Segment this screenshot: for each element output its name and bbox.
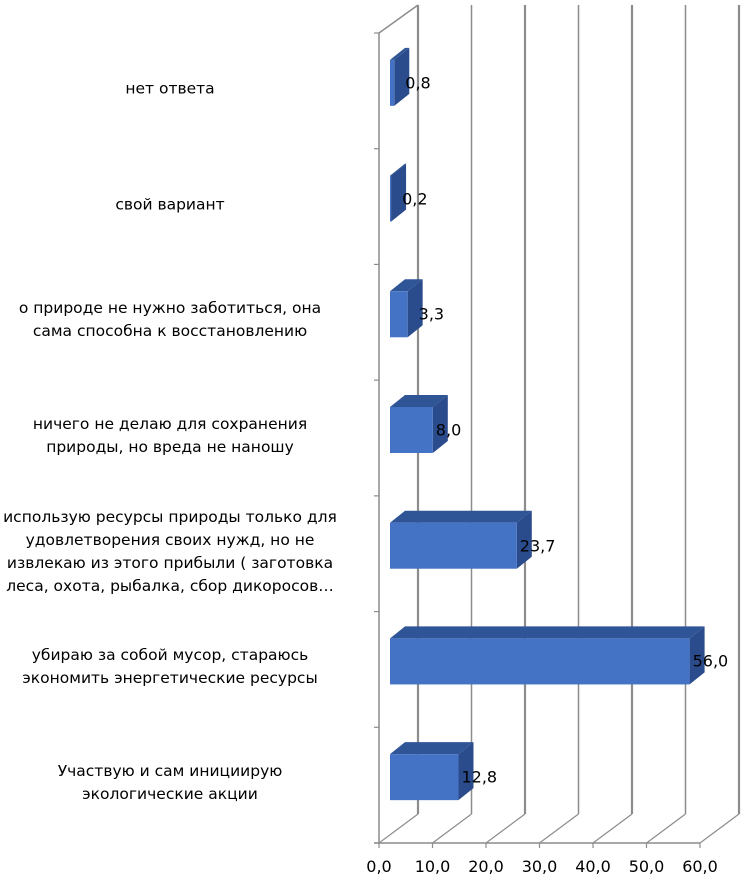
bar-top-face	[390, 279, 423, 292]
bar-0	[390, 59, 395, 106]
floor-line-40	[592, 813, 633, 844]
category-label-line: экономить энергетические ресурсы	[22, 669, 318, 688]
floor-line-30	[539, 813, 579, 844]
side-wall-top-edge	[378, 4, 419, 34]
category-label: убираю за собой мусор, стараюсь экономить…	[0, 644, 360, 690]
bar-top-face	[390, 47, 410, 60]
bar-top-face	[390, 163, 407, 176]
bar-5	[390, 638, 690, 685]
bar-top-face	[390, 510, 532, 523]
x-tick-label: 50,0	[628, 857, 665, 876]
bar-1	[390, 175, 392, 222]
category-label-line: сама способна к восстановлению	[32, 322, 308, 341]
bar-side-face	[391, 163, 407, 222]
x-tick-label: 60,0	[682, 857, 718, 876]
data-label: 56,0	[692, 651, 729, 671]
category-label-line: удовлетворения своих нужд, но не	[25, 530, 315, 549]
bar-3	[390, 407, 433, 453]
floor-line-50	[646, 813, 686, 844]
x-tick-label: 20,0	[468, 857, 504, 876]
category-label: использую ресурсы природы только для удов…	[0, 506, 360, 598]
bar-2	[390, 291, 408, 338]
bar-side-face	[407, 279, 423, 338]
category-label-line: убираю за собой мусор, стараюсь	[31, 646, 309, 665]
data-label: 3,3	[418, 304, 445, 324]
x-tick-label: 10,0	[414, 857, 451, 876]
bar-side-face	[689, 626, 705, 685]
x-tick-label: 0,0	[366, 857, 392, 876]
bar-6	[390, 754, 459, 801]
bar-4	[390, 522, 517, 569]
category-label-line: Участвую и сам инициирую	[57, 762, 283, 781]
category-label: Участвую и сам инициирую экологические ак…	[0, 760, 360, 806]
data-label: 12,8	[461, 767, 498, 787]
bar-top-face	[390, 626, 705, 639]
category-label-line: ничего не делаю для сохранения	[32, 415, 308, 433]
data-label: 0,2	[402, 189, 428, 209]
bar-side-face	[432, 395, 448, 453]
data-label: 0,8	[405, 73, 431, 93]
category-label-line: извлекаю из этого прибыли ( заготовка	[6, 553, 334, 572]
floor-line-20	[485, 813, 526, 844]
category-label-line: природы, но вреда не наношу	[46, 438, 294, 456]
category-label-line: нет ответа	[125, 79, 215, 98]
data-label: 8,0	[435, 420, 462, 440]
x-tick-label: 30,0	[521, 857, 558, 876]
bar-top-face	[390, 742, 474, 755]
category-label: нет ответа	[0, 77, 360, 100]
category-label: ничего не делаю для сохранения природы, н…	[0, 413, 360, 459]
category-label-line: леса, охота, рыбалка, сбор дикоросов…	[6, 576, 334, 595]
category-label: о природе не нужно заботиться, она сама с…	[0, 297, 360, 343]
category-label: свой вариант	[0, 193, 360, 216]
category-label-line: о природе не нужно заботиться, она	[18, 299, 322, 318]
category-label-line: свой вариант	[115, 195, 225, 214]
x-tick-label: 40,0	[575, 857, 611, 876]
floor-line-0	[378, 813, 419, 844]
floor-line-10	[432, 813, 472, 844]
bar-top-face	[390, 395, 448, 407]
bar-side-face	[394, 47, 410, 106]
data-label: 23,7	[519, 536, 556, 556]
category-label-line: использую ресурсы природы только для	[3, 507, 337, 526]
floor-line-60	[699, 813, 740, 844]
bar-side-face	[516, 510, 532, 569]
category-label-line: экологические акции	[82, 785, 258, 804]
bar-side-face	[458, 742, 474, 801]
